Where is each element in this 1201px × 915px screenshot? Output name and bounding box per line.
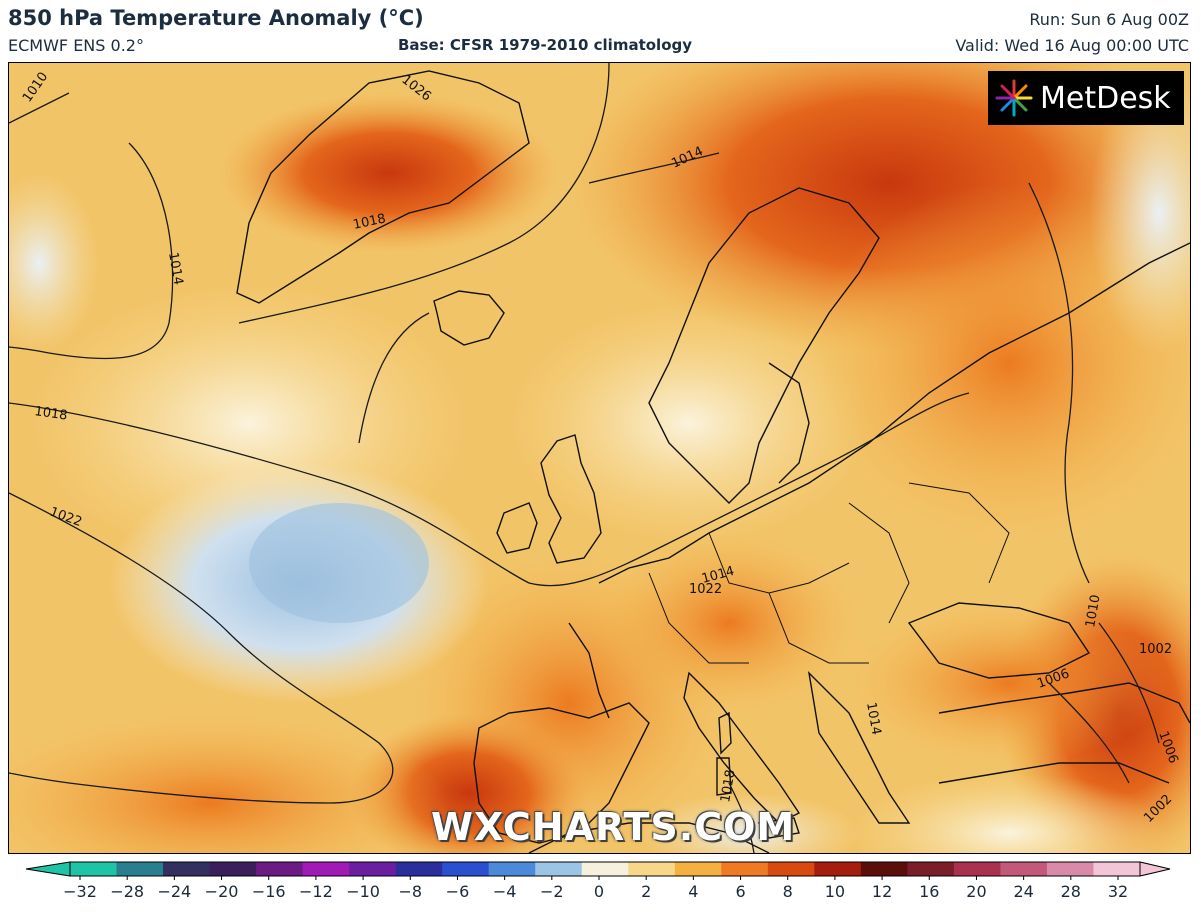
colorbar-tick-label: −32 [63,882,97,901]
colorbar-swatch [767,862,815,876]
colorbar-swatch [628,862,676,876]
colorbar-swatch [860,862,908,876]
colorbar-swatch [442,862,490,876]
wxcharts-watermark: WXCHARTS.COM [431,805,796,849]
colorbar-swatch [70,862,118,876]
colorbar-swatch [1093,862,1141,876]
colorbar-swatch [1046,862,1094,876]
colorbar-swatch [953,862,1001,876]
colorbar-swatch [535,862,583,876]
colorbar-tick-label: 8 [783,882,793,901]
colorbar-swatch [721,862,769,876]
colorbar: −32 −28 −24 −20 −16 −12 −10 −8 −6 −4 −2 0 2 4 6 8 10 12 16… [0,856,1201,911]
colorbar-tick-label: −6 [446,882,470,901]
colorbar-tick-label: −16 [252,882,286,901]
colorbar-tick-label: 24 [1013,882,1033,901]
map-title: 850 hPa Temperature Anomaly (°C) [8,6,424,30]
isobar-label: 1018 [33,404,68,423]
coastlines [236,70,1190,853]
colorbar-tick-label: −20 [205,882,239,901]
colorbar-swatch [907,862,955,876]
isobar-label: 1018 [718,768,739,803]
anomaly-map: 1010 1014 1018 1014 1018 1022 1026 1014 … [8,62,1191,854]
model-label: ECMWF ENS 0.2° [8,36,144,55]
colorbar-tick-label: −8 [398,882,422,901]
colorbar-graphic: −32 −28 −24 −20 −16 −12 −10 −8 −6 −4 −2 0 2 4 6 8 10 12 16… [25,861,1171,901]
colorbar-tick-label: 10 [825,882,845,901]
colorbar-swatch [209,862,257,876]
colorbar-tick-label: −24 [157,882,191,901]
colorbar-tick-label: −2 [540,882,564,901]
colorbar-tick-label: 2 [641,882,651,901]
colorbar-swatch [349,862,397,876]
colorbar-tick-label: −4 [493,882,517,901]
colorbar-max-arrow [1139,861,1171,877]
colorbar-tick-label: 20 [966,882,986,901]
colorbar-swatch [116,862,164,876]
colorbar-tick-label: 12 [872,882,892,901]
colorbar-swatch [163,862,211,876]
colorbar-swatch [581,862,629,876]
colorbar-swatch [395,862,443,876]
colorbar-swatch [814,862,862,876]
colorbar-tick-label: 0 [594,882,604,901]
isobar-label: 1014 [863,701,884,736]
isobars [9,63,1160,853]
colorbar-swatch [674,862,722,876]
map-canvas: 1010 1014 1018 1014 1018 1022 1026 1014 … [9,63,1190,853]
colorbar-tick-label: 4 [688,882,698,901]
colorbar-frame [69,861,1141,877]
valid-time-label: Valid: Wed 16 Aug 00:00 UTC [955,36,1189,55]
colorbar-tick-label: 32 [1108,882,1128,901]
isobar-labels: 1010 1014 1018 1014 1018 1022 1026 1014 … [20,70,1181,826]
run-time-label: Run: Sun 6 Aug 00Z [1029,10,1189,29]
isobar-label: 1014 [165,251,186,286]
metdesk-logo-icon [995,79,1033,117]
colorbar-tick-label: 28 [1061,882,1081,901]
colorbar-swatch [488,862,536,876]
colorbar-tick-label: −10 [346,882,380,901]
colorbar-swatch [302,862,350,876]
colorbar-tick-label: −28 [110,882,144,901]
colorbar-tick-label: 16 [919,882,939,901]
base-climatology-label: Base: CFSR 1979-2010 climatology [398,36,693,54]
isobar-label: 1010 [1083,593,1104,628]
colorbar-tick-label: 6 [735,882,745,901]
metdesk-logo-text: MetDesk [1040,80,1171,116]
isobar-label: 1002 [1139,642,1172,657]
colorbar-swatch [256,862,304,876]
isobar-label: 1022 [689,582,722,597]
colorbar-swatch [1000,862,1048,876]
isobar-label: 1018 [352,211,387,233]
warm-anomaly-areas [9,63,1190,853]
colorbar-min-arrow [25,861,71,877]
colorbar-tick-label: −12 [299,882,333,901]
metdesk-logo: MetDesk [988,71,1184,125]
